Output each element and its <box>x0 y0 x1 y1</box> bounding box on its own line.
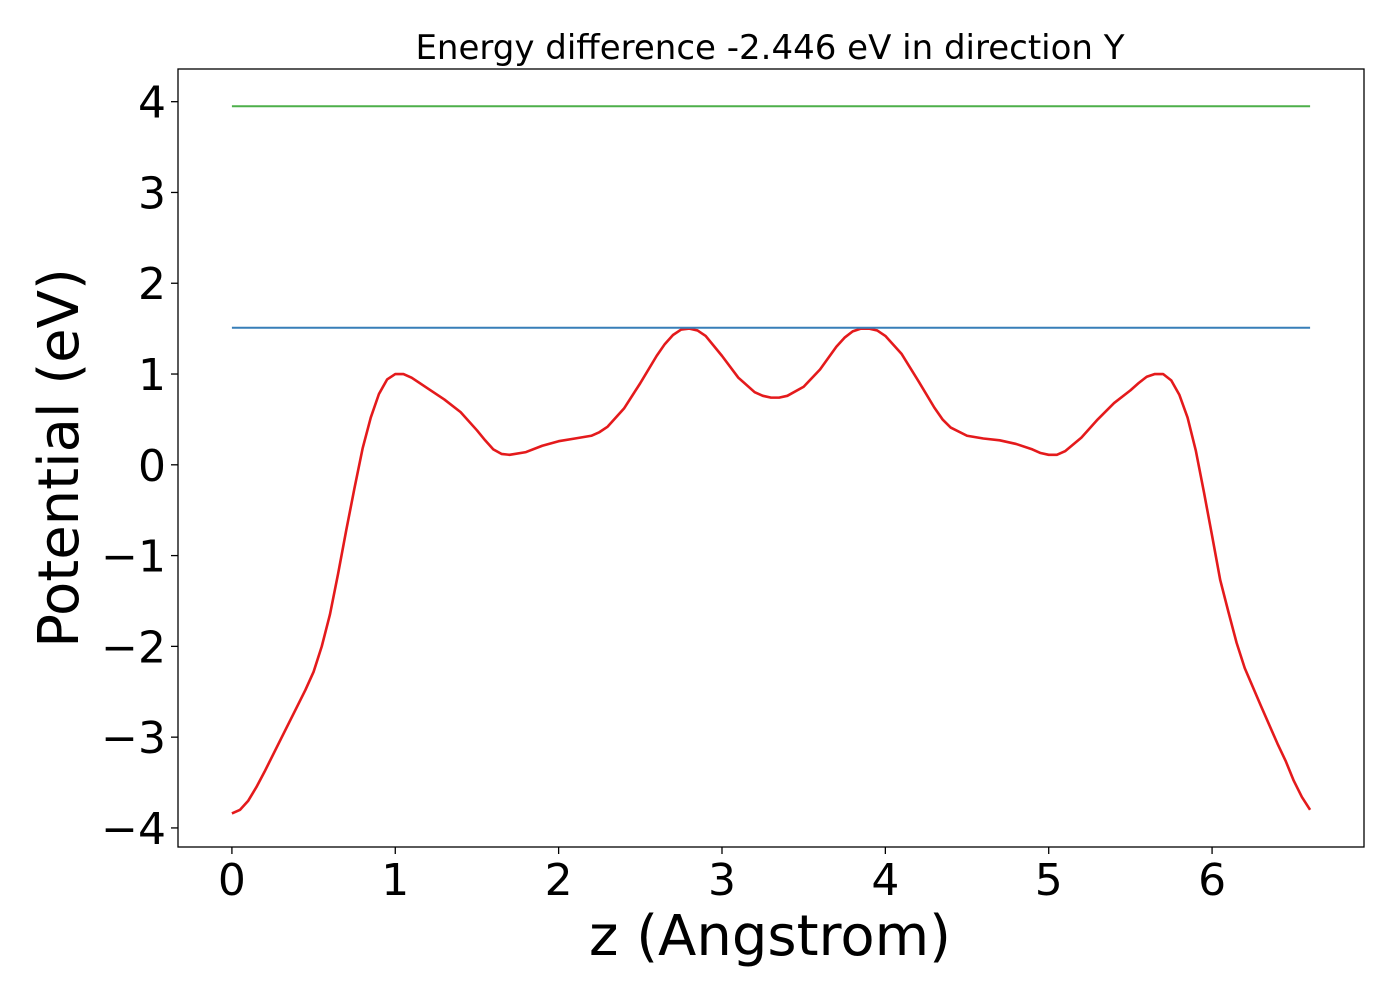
y-tick-label: −3 <box>101 713 166 764</box>
series-layer <box>231 105 1312 815</box>
x-tick-label: 4 <box>871 855 899 906</box>
x-tick-label: 1 <box>381 855 409 906</box>
y-axis-label: Potential (eV) <box>27 268 92 648</box>
y-tick-label: 0 <box>138 441 166 492</box>
y-tick-label: 1 <box>138 350 166 401</box>
x-tick-label: 3 <box>708 855 736 906</box>
x-tick-label: 6 <box>1198 855 1226 906</box>
series-line-0 <box>231 327 1312 815</box>
x-tick-label: 0 <box>218 855 246 906</box>
x-tick-label: 2 <box>545 855 573 906</box>
y-tick-label: −1 <box>101 532 166 583</box>
plot-frame <box>177 68 1365 848</box>
y-tick-label: 2 <box>138 259 166 310</box>
y-tick-label: 4 <box>138 78 166 129</box>
x-axis: 0 1 2 3 4 5 6 <box>218 847 1226 906</box>
y-tick-label: −4 <box>101 804 166 855</box>
y-tick-label: 3 <box>138 168 166 219</box>
x-tick-label: 5 <box>1035 855 1063 906</box>
x-axis-label: z (Angstrom) <box>589 904 951 969</box>
chart-title: Energy difference -2.446 eV in direction… <box>415 28 1124 68</box>
y-axis: −4 −3 −2 −1 0 1 2 3 4 <box>101 78 178 855</box>
y-tick-label: −2 <box>101 622 166 673</box>
